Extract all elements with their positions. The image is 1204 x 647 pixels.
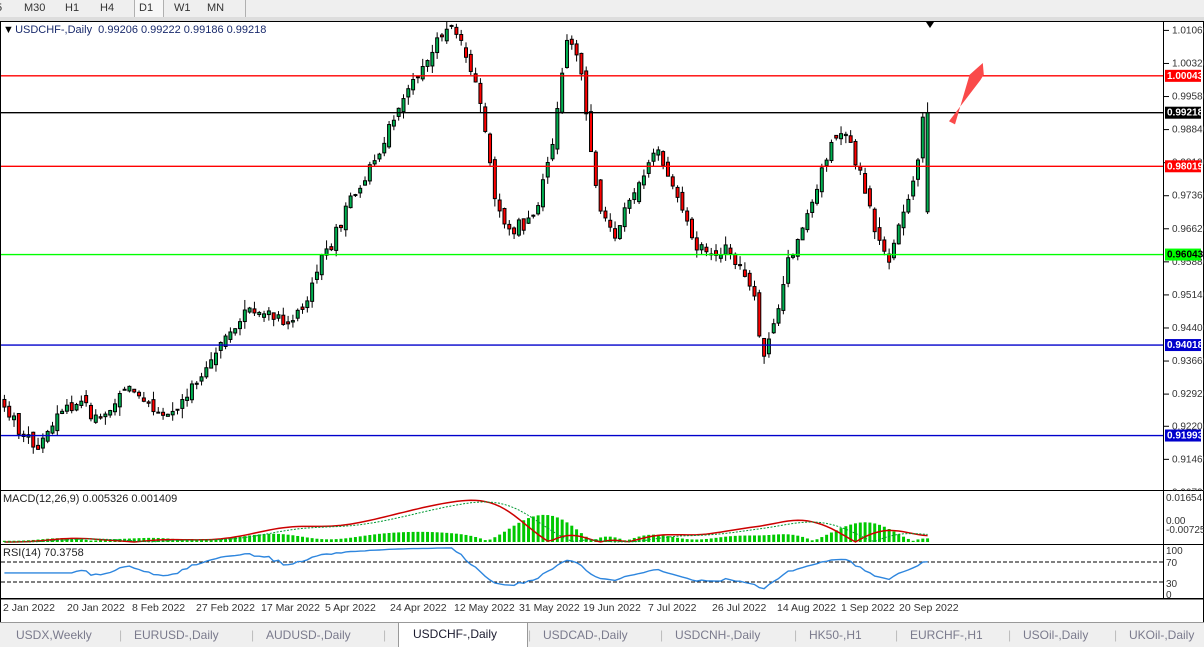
svg-text:1.00043: 1.00043 <box>1167 71 1204 82</box>
svg-text:0.96043: 0.96043 <box>1167 250 1204 261</box>
svg-text:1.01060: 1.01060 <box>1172 25 1204 36</box>
svg-text:0.99218: 0.99218 <box>1167 108 1204 119</box>
svg-text:0.98019: 0.98019 <box>1167 161 1204 172</box>
svg-text:0.91993: 0.91993 <box>1167 431 1204 442</box>
svg-text:0.94018: 0.94018 <box>1167 340 1204 351</box>
svg-text:0.91460: 0.91460 <box>1172 454 1204 465</box>
